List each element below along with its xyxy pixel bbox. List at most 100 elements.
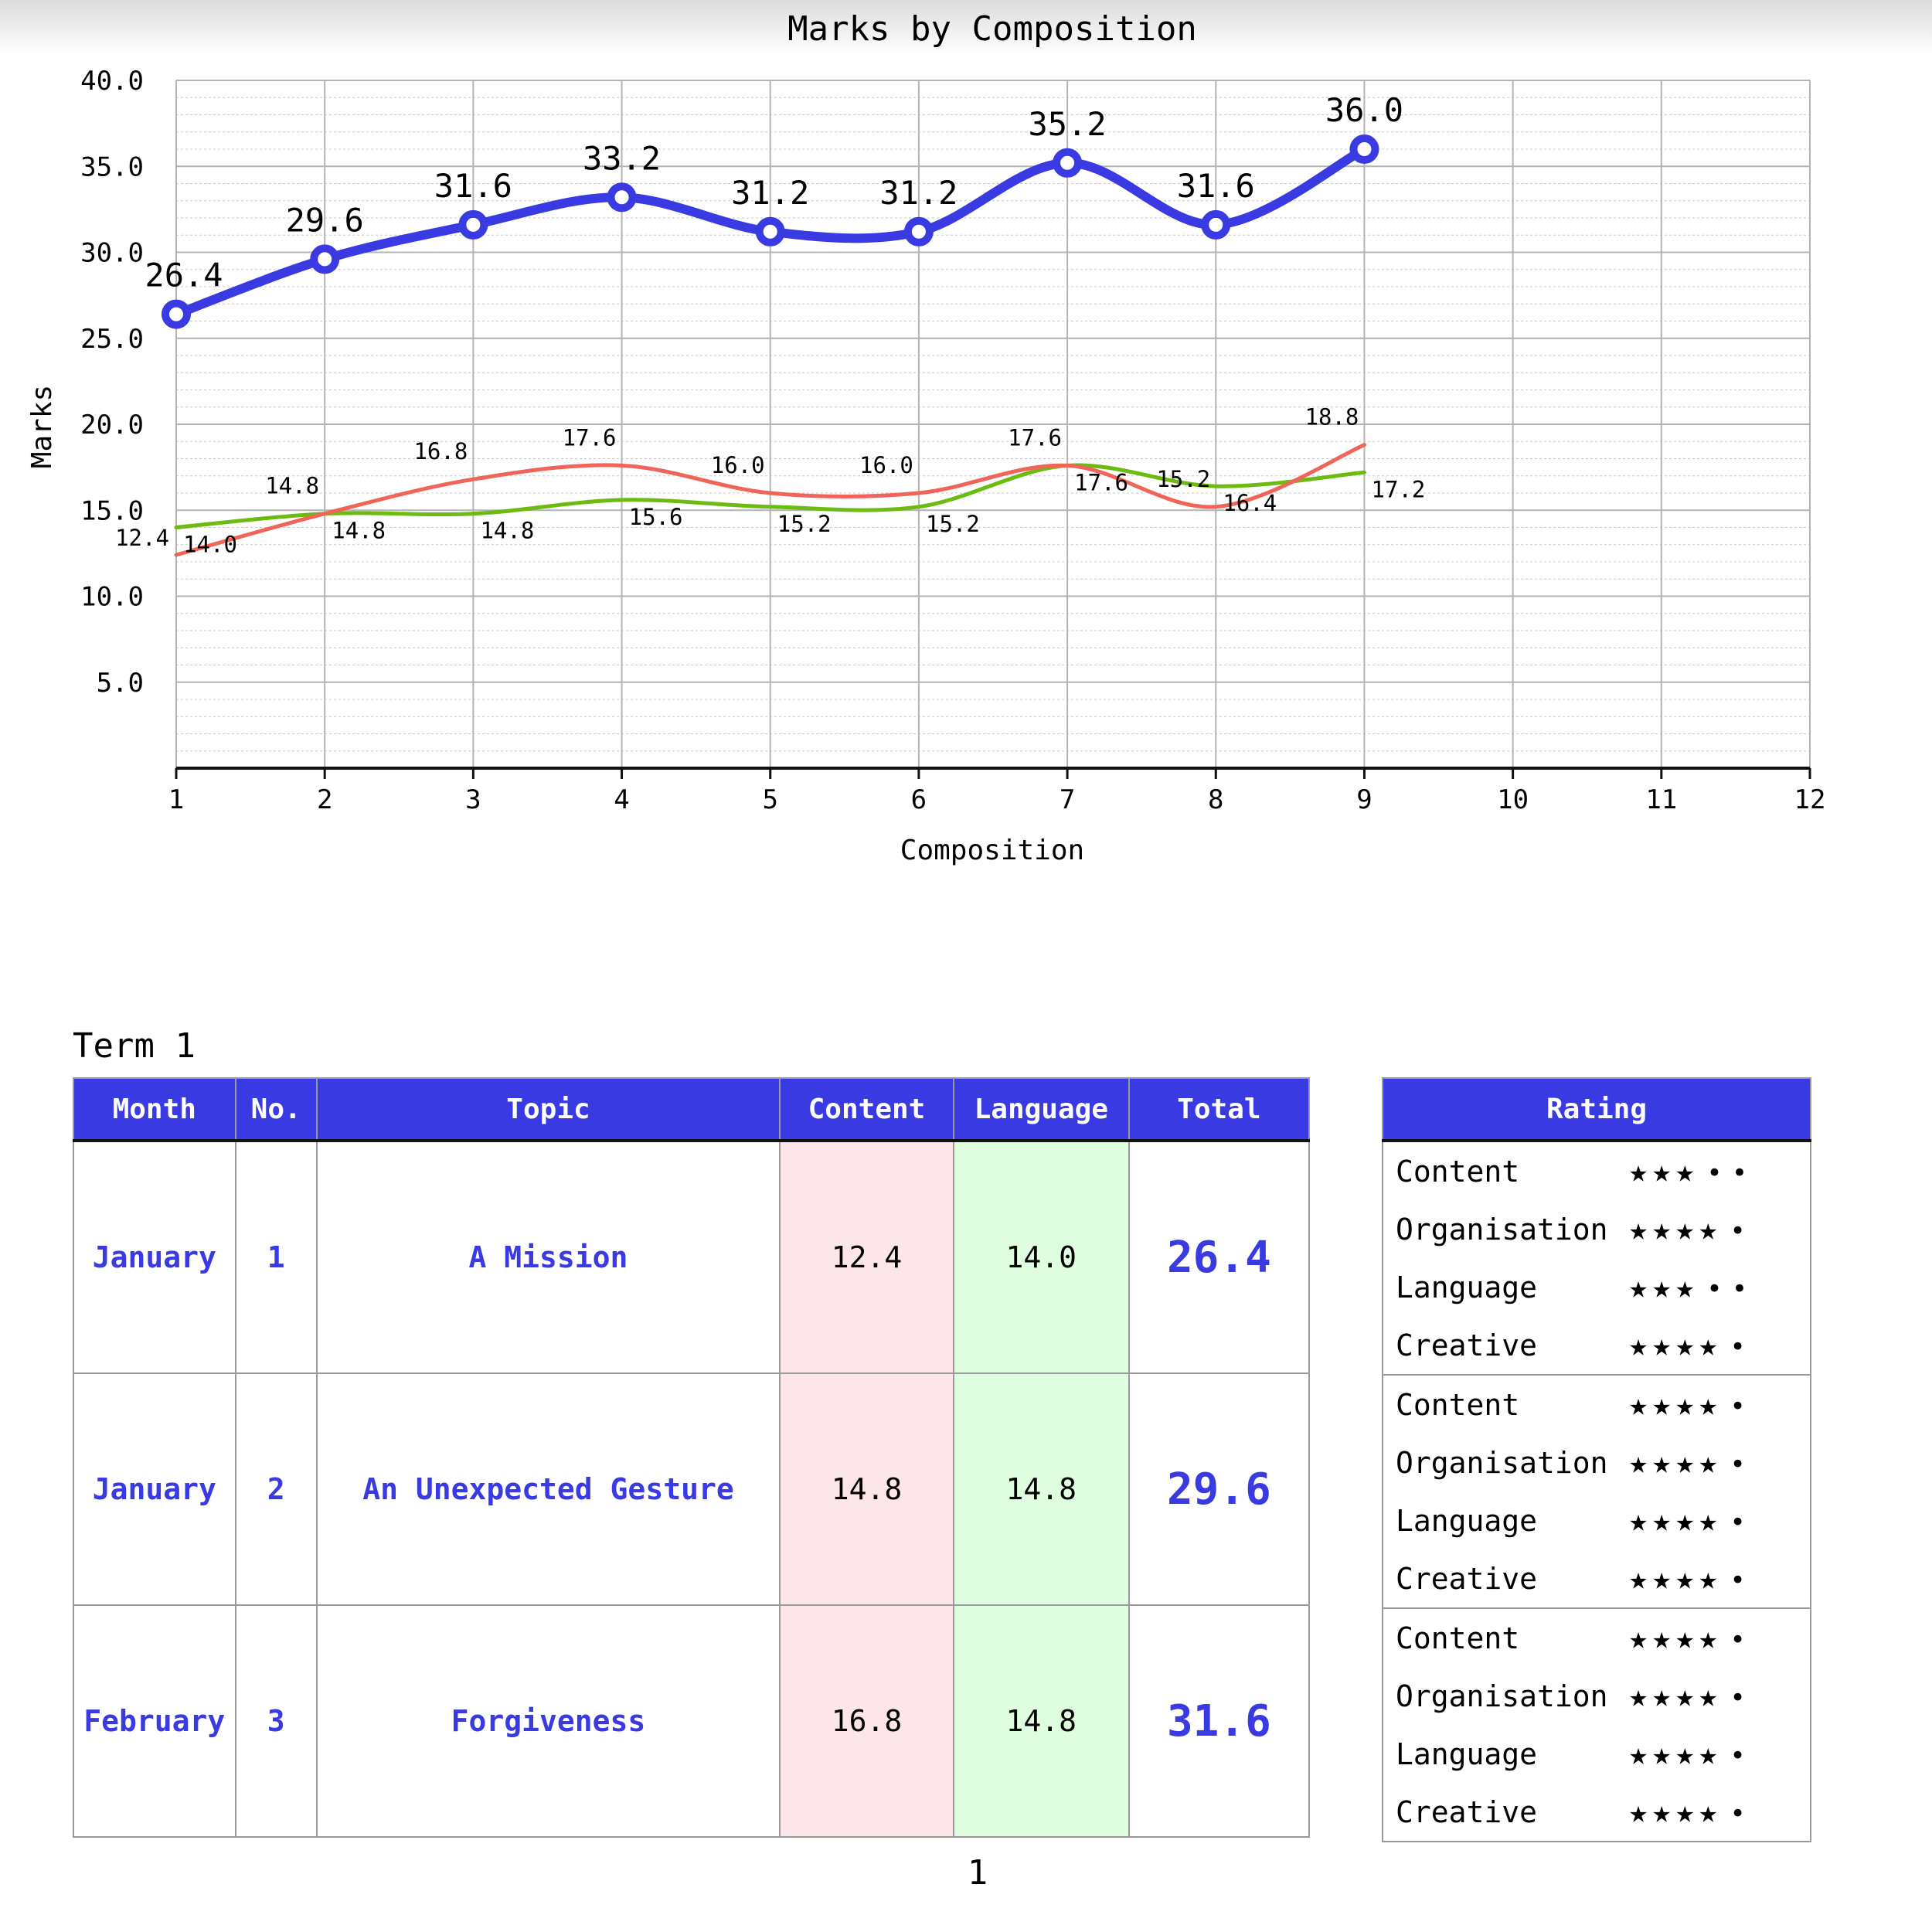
star-icon: ★: [1699, 1502, 1719, 1539]
data-label: 16.0: [711, 452, 765, 478]
rating-group: Content ★ ★ ★ • • Organisation ★ ★ ★ ★ • Language ★ ★ ★…: [1382, 1140, 1811, 1376]
rating-label: Organisation: [1396, 1445, 1608, 1480]
table-row: February 3 Forgiveness 16.8 14.8 31.6: [73, 1604, 1311, 1838]
rating-label: Content: [1396, 1387, 1520, 1422]
x-tick-label: 9: [1356, 784, 1372, 815]
empty-star-dot-icon: •: [1730, 1682, 1747, 1713]
cell-no: 2: [234, 1372, 318, 1606]
x-tick-label: 5: [762, 784, 777, 815]
chart-axes: [175, 767, 1811, 779]
rating-group: Content ★ ★ ★ ★ • Organisation ★ ★ ★ ★ • Language ★ ★ ★…: [1382, 1607, 1811, 1842]
x-tick-label: 10: [1497, 784, 1529, 815]
star-icon: ★: [1629, 1736, 1650, 1772]
cell-topic: An Unexpected Gesture: [315, 1372, 781, 1606]
data-label: 14.8: [480, 518, 534, 544]
data-label: 15.2: [926, 511, 980, 537]
data-label: 33.2: [583, 139, 661, 177]
data-label: 31.2: [879, 174, 957, 212]
y-tick-label: 30.0: [80, 238, 144, 269]
empty-star-dot-icon: •: [1731, 1157, 1750, 1189]
chart-title: Marks by Composition: [787, 9, 1197, 49]
star-icon: ★: [1652, 1153, 1673, 1189]
data-label: 36.0: [1325, 91, 1403, 129]
data-point-marker: [903, 216, 934, 247]
cell-total: 31.6: [1128, 1604, 1311, 1838]
term-label: Term 1: [73, 1026, 196, 1066]
star-icon: ★: [1652, 1794, 1673, 1830]
data-point-marker: [1349, 134, 1379, 164]
rating-stars: ★ ★ ★ ★ •: [1629, 1503, 1747, 1539]
cell-content: 16.8: [779, 1604, 954, 1838]
data-point-marker: [607, 182, 637, 213]
rating-label: Organisation: [1396, 1212, 1608, 1247]
rating-stars: ★ ★ ★ ★ •: [1629, 1794, 1747, 1830]
empty-star-dot-icon: •: [1730, 1564, 1747, 1596]
x-tick-label: 6: [911, 784, 927, 815]
empty-star-dot-icon: •: [1730, 1506, 1747, 1538]
x-tick-label: 2: [317, 784, 332, 815]
empty-star-dot-icon: •: [1730, 1331, 1747, 1362]
star-icon: ★: [1652, 1736, 1673, 1772]
data-label: 16.4: [1223, 490, 1277, 516]
data-label: 26.4: [145, 257, 223, 294]
data-label: 15.2: [1156, 466, 1210, 492]
data-label: 12.4: [115, 525, 169, 551]
data-label: 15.2: [777, 511, 832, 537]
rating-row: Language ★ ★ ★ • •: [1383, 1258, 1810, 1316]
data-label: 17.2: [1372, 476, 1426, 502]
x-tick-label: 7: [1060, 784, 1075, 815]
data-point-marker: [1201, 209, 1231, 240]
col-header-no: No.: [234, 1077, 318, 1142]
star-icon: ★: [1675, 1502, 1696, 1539]
empty-star-dot-icon: •: [1706, 1273, 1724, 1304]
rating-group: Content ★ ★ ★ ★ • Organisation ★ ★ ★ ★ • Language ★ ★ ★…: [1382, 1374, 1811, 1609]
data-label: 17.6: [1008, 424, 1062, 451]
data-label: 17.6: [563, 424, 617, 451]
y-tick-label: 15.0: [80, 495, 144, 526]
star-icon: ★: [1675, 1444, 1696, 1481]
y-tick-label: 5.0: [97, 668, 144, 699]
star-icon: ★: [1675, 1560, 1696, 1597]
y-tick-label: 10.0: [80, 582, 144, 613]
top-fade-bar: [0, 0, 1932, 56]
x-tick-label: 12: [1794, 784, 1826, 815]
star-icon: ★: [1629, 1678, 1650, 1714]
data-point-marker: [310, 244, 340, 274]
star-icon: ★: [1699, 1736, 1719, 1772]
empty-star-dot-icon: •: [1730, 1798, 1747, 1829]
data-label: 31.6: [434, 167, 512, 205]
cell-month: January: [73, 1140, 236, 1374]
empty-star-dot-icon: •: [1730, 1448, 1747, 1480]
cell-total: 26.4: [1128, 1140, 1311, 1374]
y-axis-label: Marks: [26, 385, 58, 468]
rating-stars: ★ ★ ★ ★ •: [1629, 1621, 1747, 1656]
star-icon: ★: [1629, 1153, 1650, 1189]
rating-stars: ★ ★ ★ ★ •: [1629, 1445, 1747, 1481]
star-icon: ★: [1675, 1153, 1696, 1189]
data-label: 31.2: [731, 174, 809, 212]
star-icon: ★: [1629, 1794, 1650, 1830]
star-icon: ★: [1675, 1211, 1696, 1247]
data-label: 29.6: [286, 201, 364, 239]
data-label: 14.8: [332, 518, 386, 544]
rating-row: Organisation ★ ★ ★ ★ •: [1383, 1200, 1810, 1258]
marks-table: Month No. Topic Content Language Total J…: [73, 1077, 1311, 1838]
col-header-month: Month: [73, 1077, 236, 1142]
chart-ticks: 5.010.015.020.025.030.035.040.01 2 3 4 5 6 7 8 9…: [80, 66, 1825, 815]
col-header-topic: Topic: [315, 1077, 781, 1142]
rating-label: Content: [1396, 1621, 1520, 1655]
cell-month: February: [73, 1604, 236, 1838]
rating-row: Content ★ ★ ★ • •: [1383, 1142, 1810, 1200]
series-line: [174, 463, 1366, 529]
star-icon: ★: [1629, 1502, 1650, 1539]
rating-label: Organisation: [1396, 1679, 1608, 1713]
empty-star-dot-icon: •: [1730, 1390, 1747, 1422]
data-point-marker: [755, 216, 785, 247]
col-header-content: Content: [779, 1077, 954, 1142]
cell-topic: A Mission: [315, 1140, 781, 1374]
data-point-marker: [458, 209, 488, 240]
rating-row: Creative ★ ★ ★ ★ •: [1383, 1316, 1810, 1374]
empty-star-dot-icon: •: [1730, 1740, 1747, 1771]
star-icon: ★: [1629, 1386, 1650, 1423]
empty-star-dot-icon: •: [1706, 1157, 1724, 1189]
